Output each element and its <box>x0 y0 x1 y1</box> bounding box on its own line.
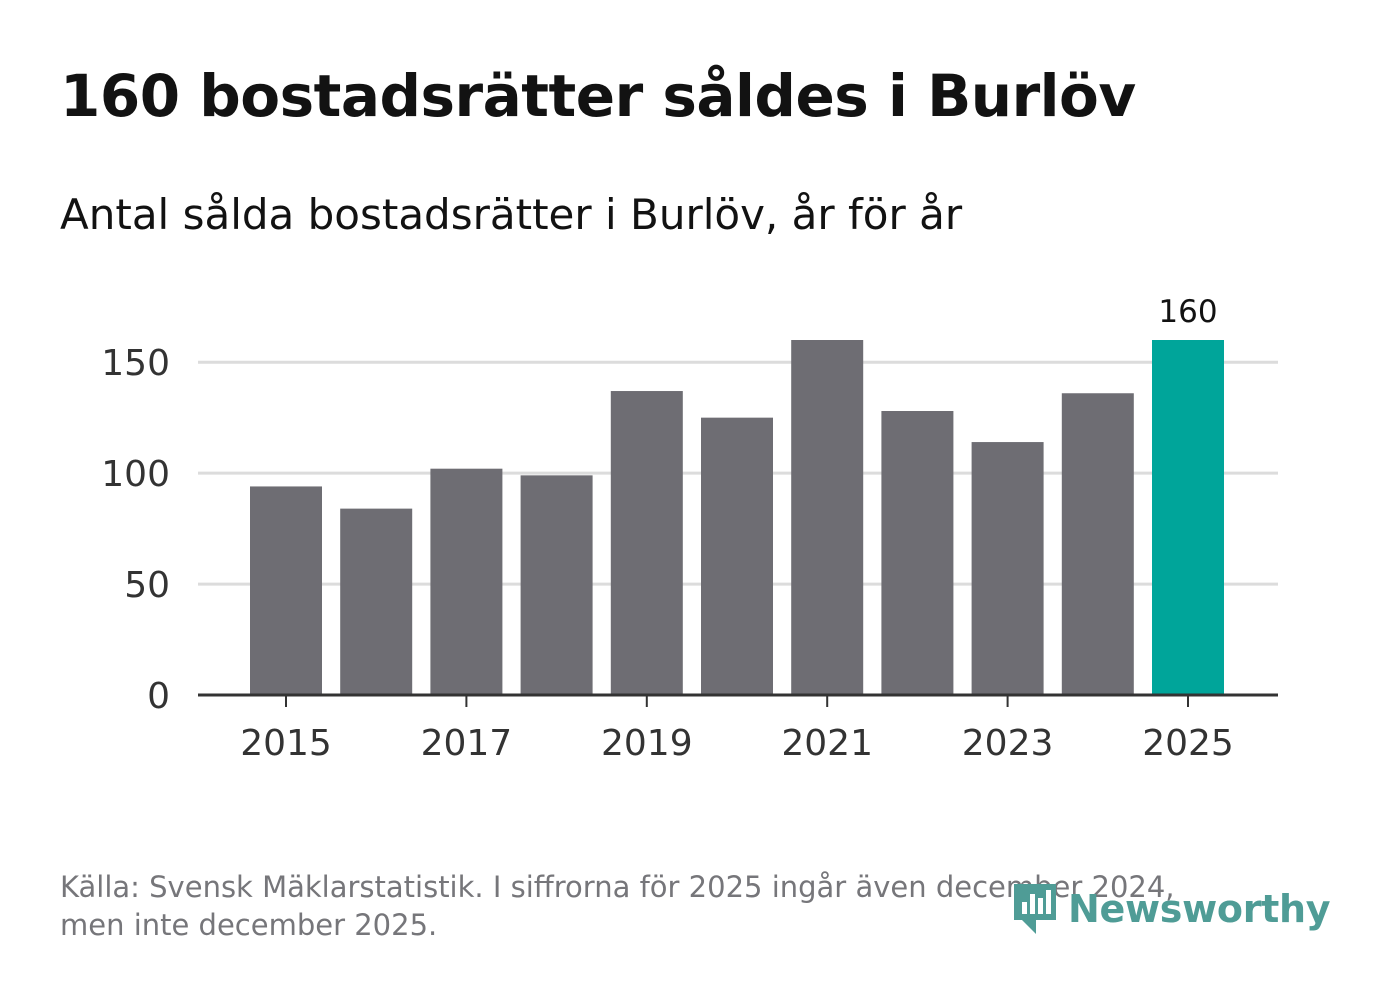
source-line-2: men inte december 2025. <box>60 908 438 942</box>
y-tick-label-150: 150 <box>101 343 170 384</box>
newsworthy-logo: Newsworthy <box>1010 880 1331 938</box>
y-tick-label-50: 50 <box>124 565 170 606</box>
y-tick-label-0: 0 <box>147 676 170 717</box>
x-tick-label-2025: 2025 <box>1142 723 1234 764</box>
bar-2024 <box>1061 393 1134 695</box>
x-tick-label-2023: 2023 <box>962 723 1054 764</box>
bar-2015 <box>250 486 322 695</box>
labels: 0 50 100 150 2015 2017 2019 2021 2023 2025 160 <box>101 294 1234 764</box>
bar-2018 <box>520 475 593 695</box>
source-note: Källa: Svensk Mäklarstatistik. I siffror… <box>60 868 1175 944</box>
bar-2019 <box>610 391 683 695</box>
y-tick-label-100: 100 <box>101 454 170 495</box>
x-axis <box>198 693 1278 707</box>
bar-2021 <box>791 340 864 695</box>
newsworthy-logo-icon <box>1014 884 1056 934</box>
bar-2022 <box>881 411 954 695</box>
data-label-2025: 160 <box>1158 294 1217 330</box>
bar-2023 <box>971 442 1044 695</box>
x-tick-label-2021: 2021 <box>781 723 873 764</box>
bars <box>250 340 1224 695</box>
bar-2017 <box>430 468 503 695</box>
bar-chart: 0 50 100 150 2015 2017 2019 2021 2023 2025 160 <box>101 294 1278 764</box>
x-tick-label-2015: 2015 <box>240 723 332 764</box>
logo-text: Newsworthy <box>1068 887 1331 931</box>
x-tick-label-2019: 2019 <box>601 723 693 764</box>
x-tick-label-2017: 2017 <box>421 723 513 764</box>
bar-2020 <box>701 417 773 695</box>
chart-subtitle: Antal sålda bostadsrätter i Burlöv, år f… <box>60 190 963 239</box>
bar-2025 <box>1152 340 1224 695</box>
chart-title: 160 bostadsrätter såldes i Burlöv <box>60 62 1136 130</box>
bar-2016 <box>340 508 413 695</box>
source-line-1: Källa: Svensk Mäklarstatistik. I siffror… <box>60 870 1175 904</box>
